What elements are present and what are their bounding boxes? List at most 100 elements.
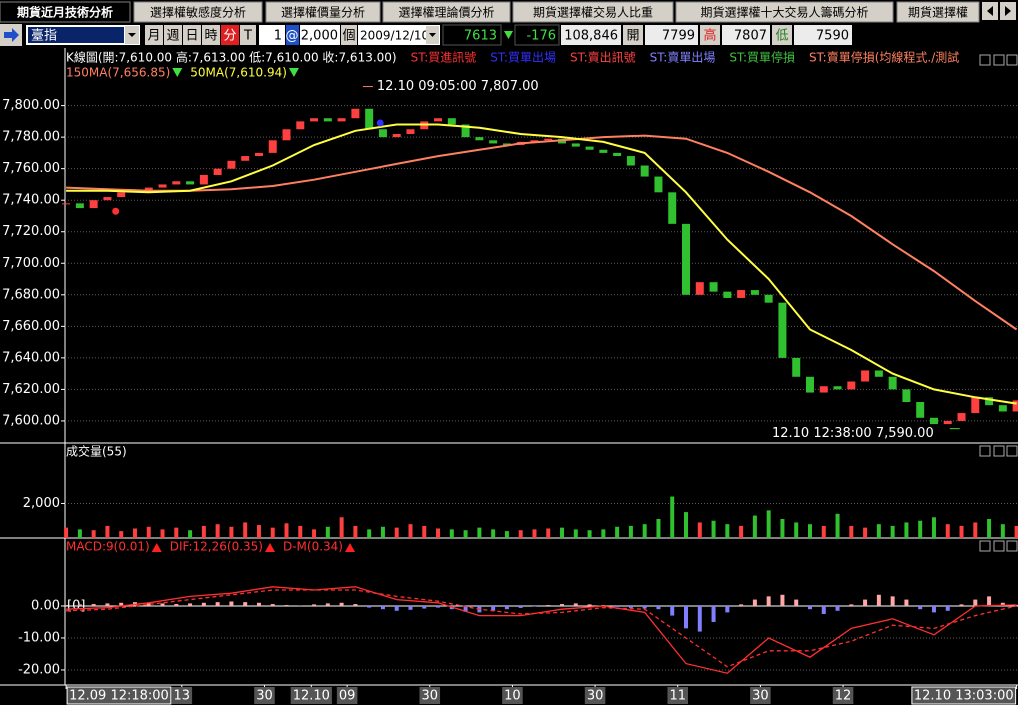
period-button[interactable] (240, 25, 256, 45)
x-tick-label: 12.09 12:18:00 (69, 689, 169, 704)
x-tick-label: 09 (339, 689, 356, 704)
candle (998, 405, 1007, 412)
panel-control[interactable] (1006, 54, 1018, 66)
x-tick-label: 30 (587, 689, 604, 704)
y-tick-label: 7,740.00 (2, 193, 60, 208)
histogram-bar (945, 605, 950, 611)
arrow-icon (4, 28, 19, 42)
volume-bar (449, 529, 454, 538)
legend-entry: ST:賣單停損(均線程式./測試 (809, 50, 959, 65)
histogram-bar (174, 604, 179, 606)
x-tick-box (254, 687, 275, 704)
histogram-bar (380, 605, 385, 610)
histogram-bar (890, 596, 895, 606)
volume-bar (642, 524, 647, 538)
date-combobox[interactable] (358, 25, 440, 45)
panel-control[interactable] (993, 54, 1005, 66)
x-tick-box (667, 687, 689, 704)
histogram-bar (670, 605, 675, 616)
panel-control[interactable] (993, 445, 1005, 457)
candle (103, 197, 112, 201)
candle (957, 413, 966, 421)
at-box (286, 25, 299, 45)
panel-control[interactable] (993, 540, 1005, 552)
volume-bar (256, 525, 261, 538)
y-tick-label: 7,800.00 (2, 98, 60, 113)
low-label: 低 (775, 29, 788, 44)
period-button-active[interactable] (221, 25, 239, 45)
tab[interactable] (0, 1, 131, 23)
panel-control[interactable] (979, 540, 991, 552)
histogram-bar (560, 604, 565, 606)
tab[interactable] (675, 1, 894, 23)
histogram-bar (353, 604, 358, 606)
volume-bar (284, 523, 289, 538)
x-tick-label: 10 (504, 689, 521, 704)
period-button[interactable] (164, 25, 182, 45)
x-tick-box (66, 686, 172, 705)
candle (668, 192, 677, 224)
candle (434, 118, 443, 122)
volume-bar (573, 529, 578, 538)
interval-input[interactable] (259, 25, 285, 45)
volume-bar (931, 517, 936, 538)
histogram-bar (973, 599, 978, 606)
candle (296, 121, 305, 130)
x-tick-box (750, 687, 771, 704)
histogram-bar (546, 605, 551, 606)
tab[interactable] (896, 1, 980, 23)
tab-label: 選擇權價量分析 (281, 5, 365, 20)
candle (626, 156, 635, 166)
candle (406, 129, 415, 134)
histogram-bar (628, 605, 633, 608)
candle (447, 118, 456, 125)
histogram-bar (959, 604, 964, 606)
legend-entry: ST:賣單出場 (650, 50, 716, 65)
candle (737, 290, 746, 298)
panel-control[interactable] (979, 445, 991, 457)
candle (971, 397, 980, 414)
panel-control[interactable] (1006, 540, 1018, 552)
y-tick-label: 7,680.00 (2, 287, 60, 302)
panel-control[interactable] (1006, 445, 1018, 457)
tab[interactable] (382, 1, 511, 23)
tab[interactable] (512, 1, 674, 23)
period-button[interactable] (202, 25, 220, 45)
histogram-bar (684, 605, 689, 629)
tab[interactable] (265, 1, 381, 23)
volume-bar (215, 524, 220, 538)
candle (847, 381, 856, 390)
tab[interactable] (133, 1, 263, 23)
volume-bar (463, 530, 468, 538)
count-input[interactable] (300, 25, 340, 45)
period-label: 日 (185, 29, 198, 44)
histogram-bar (491, 605, 496, 611)
x-tick-box (502, 687, 523, 704)
histogram-bar (835, 605, 840, 611)
panel-control[interactable] (979, 54, 991, 66)
candle (764, 294, 773, 303)
volume-bar (821, 525, 826, 538)
histogram-bar (77, 604, 82, 606)
label-box (700, 25, 720, 45)
candle (392, 133, 401, 138)
period-button[interactable] (183, 25, 201, 45)
period-button[interactable] (145, 25, 163, 45)
legend-entry: ST:買進訊號 (411, 50, 477, 65)
volume-bar (904, 522, 909, 538)
volume-bar (656, 519, 661, 538)
volume-bar (766, 510, 771, 538)
volume-bar (119, 531, 124, 538)
legend-entry: DIF:12,26(0.35) (170, 540, 263, 554)
histogram-bar (794, 599, 799, 606)
candle (888, 376, 897, 390)
trend-icon (344, 543, 355, 552)
series-line (66, 134, 1018, 331)
candle (723, 291, 732, 298)
chart-title: 成交量(55) (66, 444, 127, 459)
y-tick-label: 0.00 (31, 598, 60, 613)
candle (117, 192, 126, 198)
volume-bar (504, 531, 509, 538)
trend-icon (151, 543, 162, 552)
y-tick-label: -20.00 (18, 662, 60, 677)
